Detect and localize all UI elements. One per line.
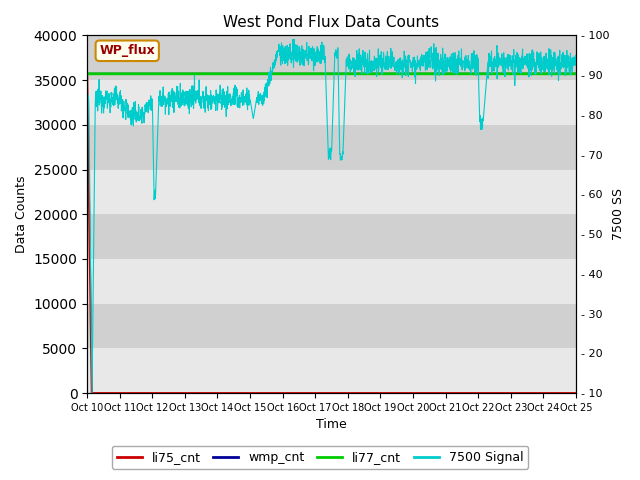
Bar [87, 348, 576, 393]
Y-axis label: Data Counts: Data Counts [15, 176, 28, 253]
Legend: li75_cnt, wmp_cnt, li77_cnt, 7500 Signal: li75_cnt, wmp_cnt, li77_cnt, 7500 Signal [112, 446, 528, 469]
X-axis label: Time: Time [316, 419, 347, 432]
Bar [87, 259, 576, 304]
Title: West Pond Flux Data Counts: West Pond Flux Data Counts [223, 15, 440, 30]
Bar [87, 169, 576, 214]
Bar [87, 304, 576, 348]
Bar [87, 214, 576, 259]
Bar [87, 125, 576, 169]
Text: WP_flux: WP_flux [99, 44, 155, 57]
Bar [87, 36, 576, 80]
Bar [87, 80, 576, 125]
Y-axis label: 7500 SS: 7500 SS [612, 188, 625, 240]
